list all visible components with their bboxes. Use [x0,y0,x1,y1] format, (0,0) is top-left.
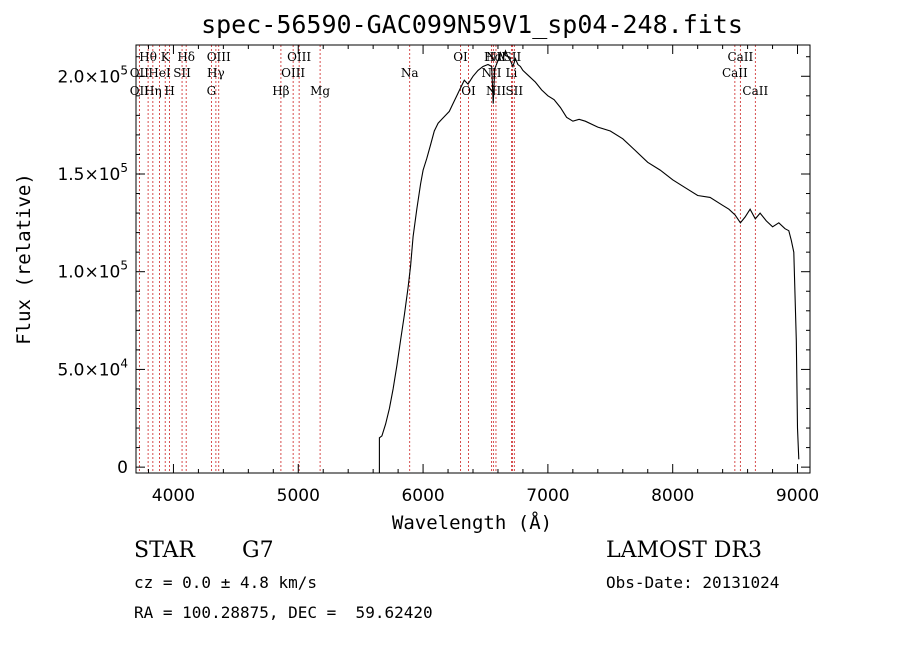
y-tick-mantissa: 5.0×10 [57,360,120,380]
survey-label: LAMOST DR3 [606,538,762,563]
line-id-label-na: Na [401,66,419,80]
line-id-label-oi: OI [453,50,468,64]
line-id-label-hei: HeI [148,66,171,80]
line-id-label-hη: Hη [144,84,162,98]
line-id-label-li: Li [506,66,518,80]
line-id-label-oiii: OIII [207,50,231,64]
x-tick-label: 7000 [526,486,569,506]
y-tick-label: 1.5×105 [57,161,128,185]
y-tick-exponent: 5 [120,259,128,273]
radec-text: RA = 100.28875, DEC = 59.62420 [134,603,433,622]
line-id-label-hγ: Hγ [207,66,225,80]
y-tick-exponent: 5 [120,63,128,77]
line-id-label-sii: SII [504,50,522,64]
line-id-markers [138,45,756,473]
y-tick-exponent: 5 [120,161,128,175]
y-tick-label: 1.0×105 [57,259,128,283]
line-id-label-mg: Mg [310,84,330,98]
y-tick-mantissa: 1.5×10 [57,165,120,185]
object-class-label: STAR [134,538,195,563]
y-tick-label: 0 [117,458,128,478]
plot-frame [135,44,811,474]
y-tick-mantissa: 2.0×10 [57,67,120,87]
object-subclass-label: G7 [242,538,274,563]
line-id-label-hδ: Hδ [177,50,195,64]
line-id-label-oi: OI [461,84,476,98]
chart-title: spec-56590-GAC099N59V1_sp04-248.fits [201,10,743,39]
obs-date-text: Obs-Date: 20131024 [606,573,780,592]
line-id-label-sii: SII [505,84,523,98]
line-id-label-oiii: OIII [287,50,311,64]
line-id-label-h: H [164,84,174,98]
flux-series-line [378,49,800,473]
line-id-label-nii: NII [486,84,506,98]
line-id-label-sii: SII [173,66,191,80]
y-tick-exponent: 4 [120,356,128,370]
line-id-label-caii: CaII [742,84,768,98]
redshift-text: cz = 0.0 ± 4.8 km/s [134,573,318,592]
line-id-label-hθ: Hθ [139,50,157,64]
x-axis-label: Wavelength (Å) [392,511,552,534]
x-tick-label: 8000 [651,486,694,506]
line-id-label-oiii: OIII [281,66,305,80]
line-id-label-hβ: Hβ [272,84,289,98]
y-tick-label: 2.0×105 [57,63,128,87]
y-axis-label: Flux (relative) [13,173,35,345]
y-tick-label: 5.0×104 [57,356,128,380]
x-tick-label: 4000 [152,486,195,506]
line-id-label-caii: CaII [727,50,753,64]
line-id-label-caii: CaII [722,66,748,80]
x-axis-ticks: 4000 5000 6000 7000 8000 9000 [147,45,819,506]
x-tick-label: 5000 [277,486,320,506]
y-tick-mantissa: 1.0×10 [57,263,120,283]
line-id-label-g: G [207,84,217,98]
y-tick-mantissa: 0 [117,458,128,478]
x-tick-label: 6000 [401,486,444,506]
x-tick-label: 9000 [776,486,819,506]
line-id-label-k: K [161,50,171,64]
line-id-label-oii: OII [130,84,150,98]
line-id-label-oii: OII [130,66,150,80]
